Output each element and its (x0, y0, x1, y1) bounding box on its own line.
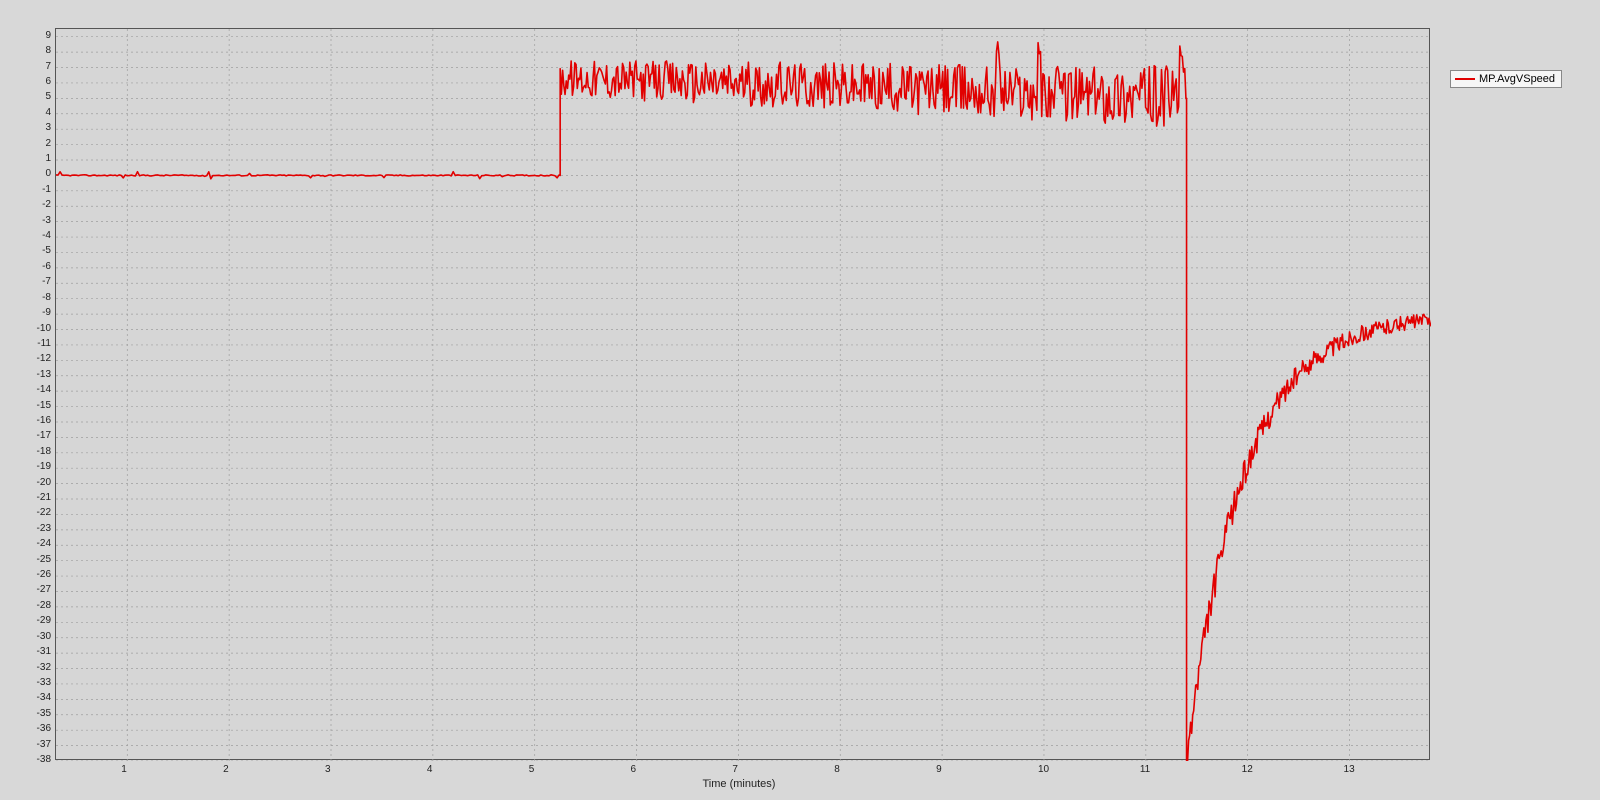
y-tick-label: -5 (42, 245, 51, 256)
y-tick-label: -33 (37, 677, 51, 688)
y-tick-label: -8 (42, 292, 51, 303)
x-tick-label: 7 (732, 764, 738, 775)
plot-svg (56, 29, 1431, 761)
y-tick-label: -13 (37, 369, 51, 380)
y-tick-label: -9 (42, 307, 51, 318)
y-tick-label: -19 (37, 461, 51, 472)
y-tick-label: -32 (37, 662, 51, 673)
x-tick-label: 4 (427, 764, 433, 775)
y-tick-label: -34 (37, 692, 51, 703)
y-tick-label: 0 (45, 168, 51, 179)
legend-swatch (1455, 78, 1475, 80)
plot-area[interactable] (55, 28, 1430, 760)
y-tick-label: -7 (42, 276, 51, 287)
x-tick-label: 10 (1038, 764, 1049, 775)
y-tick-label: -2 (42, 199, 51, 210)
y-tick-label: 7 (45, 61, 51, 72)
y-tick-label: 2 (45, 138, 51, 149)
y-tick-label: -29 (37, 615, 51, 626)
x-axis-title: Time (minutes) (703, 778, 776, 790)
y-tick-label: -18 (37, 446, 51, 457)
y-tick-label: -1 (42, 184, 51, 195)
y-tick-label: -27 (37, 584, 51, 595)
y-tick-label: 5 (45, 91, 51, 102)
y-tick-label: -24 (37, 538, 51, 549)
y-tick-label: -20 (37, 477, 51, 488)
y-tick-label: -35 (37, 708, 51, 719)
x-tick-label: 1 (121, 764, 127, 775)
x-tick-label: 5 (529, 764, 535, 775)
x-tick-label: 6 (631, 764, 637, 775)
y-tick-label: -12 (37, 353, 51, 364)
x-tick-label: 12 (1242, 764, 1253, 775)
x-tick-label: 9 (936, 764, 942, 775)
y-tick-label: 9 (45, 30, 51, 41)
x-tick-label: 8 (834, 764, 840, 775)
y-tick-label: -31 (37, 646, 51, 657)
legend[interactable]: MP.AvgVSpeed (1450, 70, 1562, 88)
y-tick-label: -37 (37, 739, 51, 750)
y-tick-label: 8 (45, 45, 51, 56)
y-tick-label: 4 (45, 107, 51, 118)
y-tick-label: -28 (37, 600, 51, 611)
x-tick-label: 3 (325, 764, 331, 775)
y-tick-label: -23 (37, 523, 51, 534)
x-tick-label: 11 (1140, 764, 1150, 775)
y-tick-label: -3 (42, 215, 51, 226)
y-tick-label: -4 (42, 230, 51, 241)
legend-label: MP.AvgVSpeed (1479, 73, 1555, 85)
y-tick-label: -15 (37, 400, 51, 411)
y-tick-label: 6 (45, 76, 51, 87)
y-tick-label: -21 (37, 492, 51, 503)
y-tick-label: -10 (37, 323, 51, 334)
y-tick-label: -14 (37, 384, 51, 395)
y-tick-label: 1 (45, 153, 51, 164)
y-tick-label: -17 (37, 430, 51, 441)
x-tick-label: 2 (223, 764, 229, 775)
y-tick-label: -25 (37, 554, 51, 565)
y-tick-label: -36 (37, 723, 51, 734)
y-tick-label: -16 (37, 415, 51, 426)
y-tick-label: -38 (37, 754, 51, 765)
y-tick-label: -11 (37, 338, 51, 349)
y-tick-label: -26 (37, 569, 51, 580)
y-tick-label: -30 (37, 631, 51, 642)
chart-outer: Time (minutes) MP.AvgVSpeed 9876543210-1… (0, 0, 1600, 800)
y-tick-label: 3 (45, 122, 51, 133)
x-tick-label: 13 (1344, 764, 1355, 775)
y-tick-label: -6 (42, 261, 51, 272)
y-tick-label: -22 (37, 507, 51, 518)
